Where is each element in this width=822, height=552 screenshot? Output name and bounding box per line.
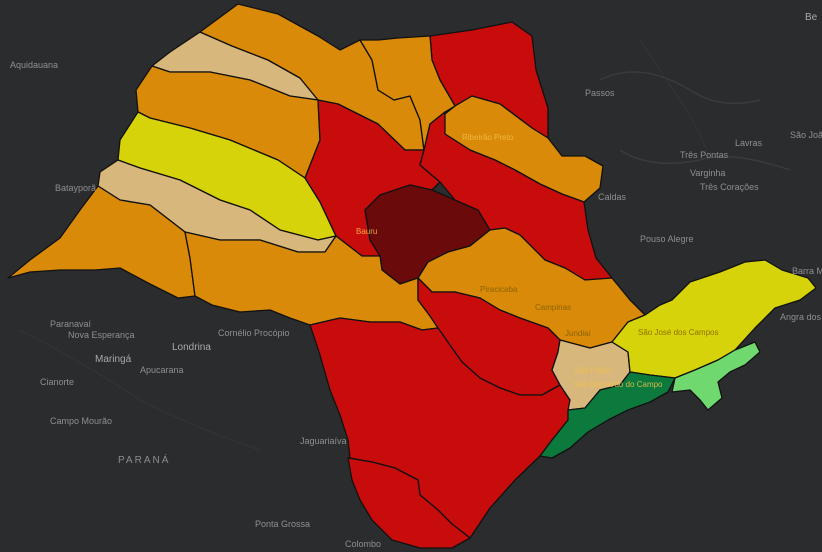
label-cornelio: Cornélio Procópio [218,328,290,338]
label-angra: Angra dos Reis [780,312,822,322]
label-sao-paulo: São Paulo [574,366,611,375]
region-labels: São Paulo São Bernardo do Campo Campinas… [356,133,719,389]
map-labels: Maringá Londrina PARANÁ Campo Mourão Pon… [10,12,822,549]
label-cianorte: Cianorte [40,377,74,387]
label-parana: PARANÁ [118,453,170,466]
label-caldas: Caldas [598,192,627,202]
label-pouso-alegre: Pouso Alegre [640,234,694,244]
label-campo-mourao: Campo Mourão [50,416,112,426]
label-ribeirao-preto: Ribeirão Preto [462,133,514,142]
label-apucarana: Apucarana [140,365,184,375]
region-far-west-orange[interactable] [7,185,196,299]
label-jundiai: Jundiaí [565,329,592,338]
label-colombo: Colombo [345,539,381,549]
label-belo: Be [805,12,818,23]
region-east-red-2[interactable] [419,111,613,281]
label-londrina: Londrina [172,342,211,353]
label-paranavai: Paranavaí [50,319,92,329]
label-sao-bernardo: São Bernardo do Campo [574,380,663,389]
label-bauru: Bauru [356,227,377,236]
label-barra-mansa: Barra Mansa [792,266,822,276]
label-campinas: Campinas [535,303,571,312]
label-piracicaba: Piracicaba [480,285,518,294]
label-varginha: Varginha [690,168,725,178]
label-sao-jose-campos: São José dos Campos [638,328,719,337]
label-sao-joao-del-rei: São João del Rei [790,130,822,140]
label-passos: Passos [585,88,615,98]
label-jaguariaiva: Jaguariaíva [300,436,347,446]
label-aquidauana: Aquidauana [10,60,58,70]
basemap [19,39,791,451]
label-lavras: Lavras [735,138,763,148]
region-litoral-norte-green[interactable] [671,341,761,411]
label-nova-esperanca: Nova Esperança [68,330,135,340]
region-baixada-green[interactable] [539,371,676,459]
label-ponta-grossa: Ponta Grossa [255,519,310,529]
label-maringa: Maringá [95,354,132,365]
label-batagassu: Batayporã [55,183,96,193]
regions-layer[interactable] [7,3,817,549]
label-tres-coracoes: Três Corações [700,182,759,192]
label-tres-pontas: Três Pontas [680,150,729,160]
region-south-red-4[interactable] [347,457,471,549]
